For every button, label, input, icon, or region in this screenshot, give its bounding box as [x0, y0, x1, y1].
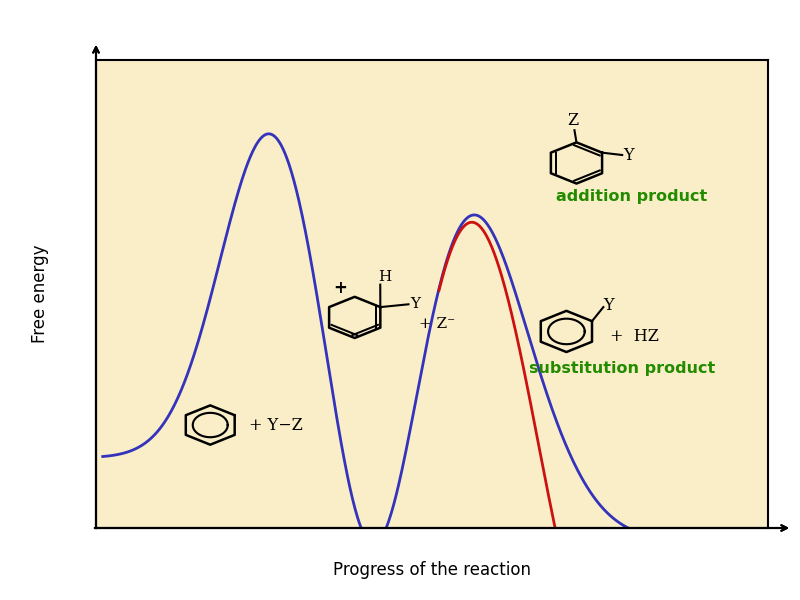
- Text: +  HZ: + HZ: [610, 328, 659, 344]
- Text: + Y−Z: + Y−Z: [250, 416, 303, 434]
- Text: substitution product: substitution product: [530, 361, 716, 376]
- Text: Y: Y: [623, 148, 634, 164]
- Text: Y: Y: [603, 297, 614, 314]
- Text: addition product: addition product: [556, 189, 707, 204]
- Text: Z: Z: [567, 112, 578, 129]
- Text: Progress of the reaction: Progress of the reaction: [333, 561, 531, 579]
- Text: H: H: [378, 270, 391, 284]
- Text: +: +: [333, 280, 347, 298]
- Text: Free energy: Free energy: [31, 245, 49, 343]
- Text: + Z⁻: + Z⁻: [418, 317, 454, 331]
- Text: Y: Y: [410, 297, 420, 311]
